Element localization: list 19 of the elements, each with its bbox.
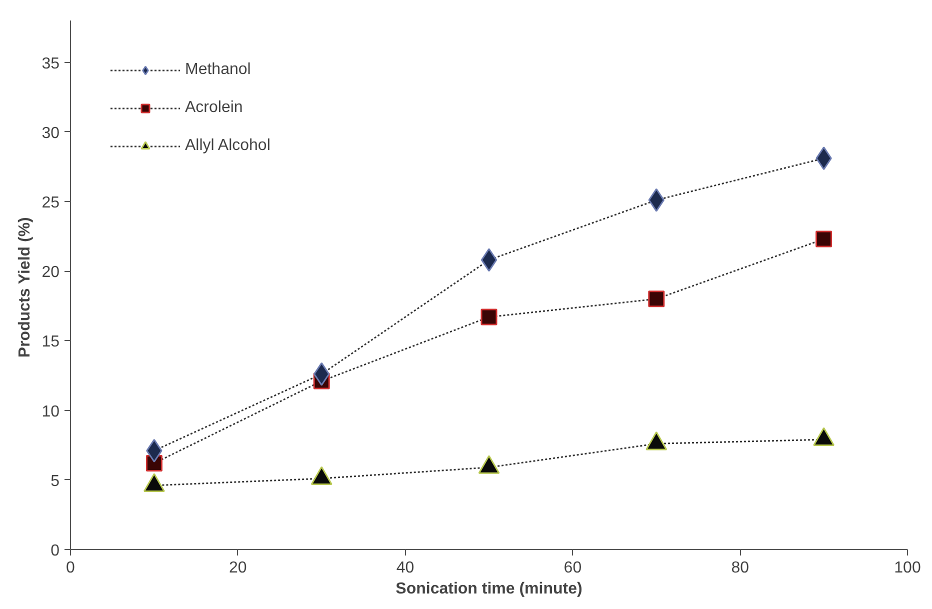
y-axis-title: Products Yield (%): [16, 217, 34, 358]
y-tick-label: 5: [50, 472, 60, 490]
legend-label: Allyl Alcohol: [185, 137, 270, 155]
x-tick-label: 60: [564, 560, 582, 576]
x-tick-label: 80: [731, 560, 750, 576]
y-tick-label: 15: [42, 334, 60, 351]
y-tick-label: 0: [50, 542, 60, 560]
legend-label: Acrolein: [185, 99, 243, 117]
y-tick-label: 25: [42, 194, 60, 212]
x-tick-label: 20: [229, 560, 247, 576]
legend-label: Methanol: [185, 61, 251, 79]
x-tick-label: 40: [396, 560, 414, 576]
y-tick-label: 30: [42, 124, 60, 142]
x-axis-title: Sonication time (minute): [396, 580, 582, 598]
y-tick-label: 35: [42, 55, 60, 72]
y-tick-label: 10: [42, 403, 60, 420]
x-tick-label: 0: [66, 560, 76, 576]
x-tick-label: 100: [894, 560, 921, 576]
y-tick-label: 20: [42, 264, 60, 282]
